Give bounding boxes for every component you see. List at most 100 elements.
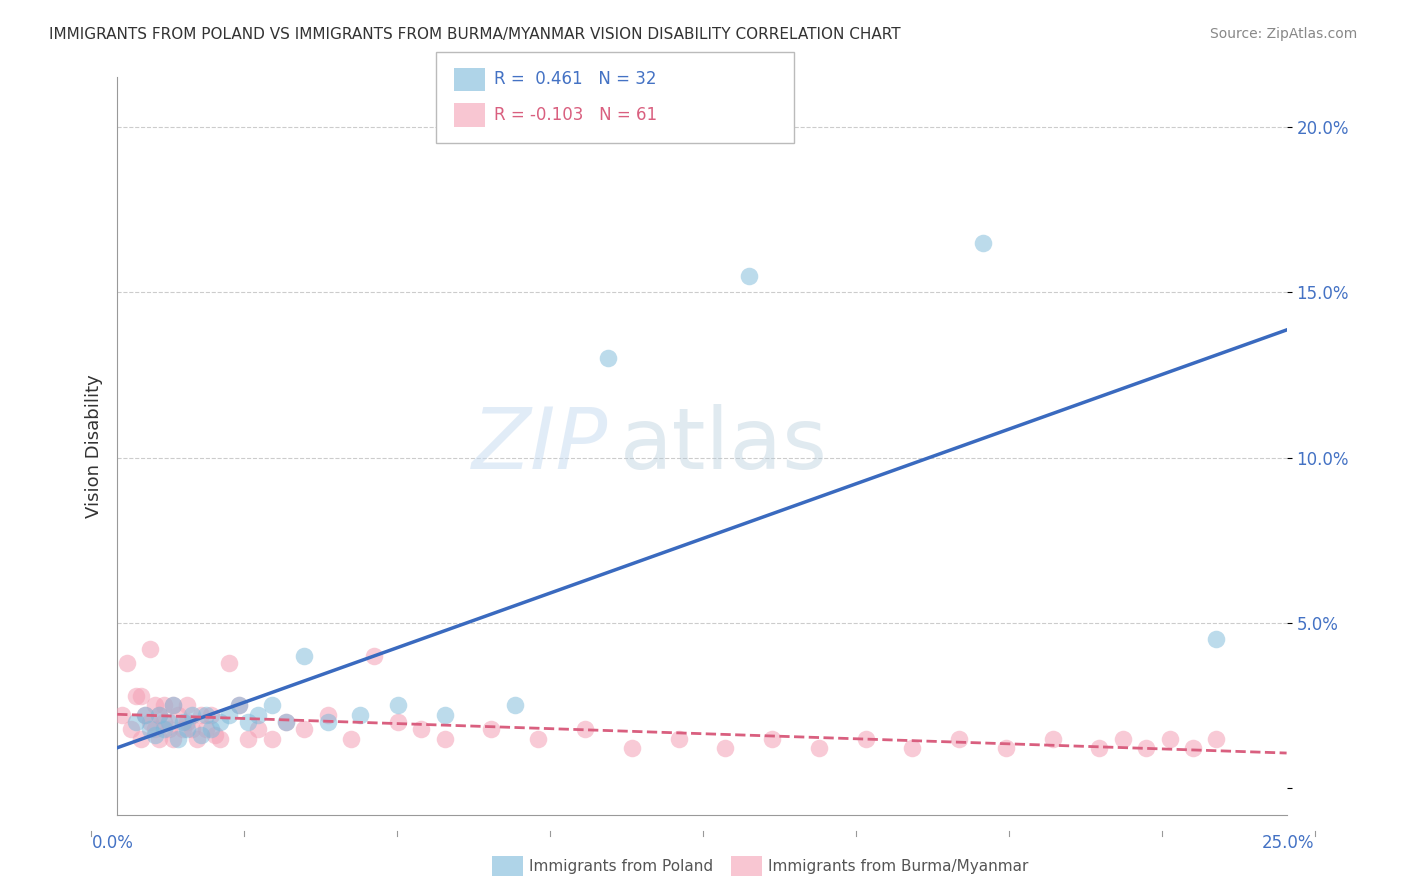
Point [172,722,194,736]
Point [209,731,232,746]
Point [153,714,176,729]
Point [176,698,198,713]
Point [148,708,170,723]
Point [218,656,240,670]
Point [209,714,232,729]
Point [148,731,170,746]
Point [668,731,690,746]
Point [143,698,166,713]
Point [125,689,148,703]
Point [238,714,260,729]
Point [1088,741,1111,756]
Point [190,728,212,742]
Point [1159,731,1181,746]
Point [148,708,170,723]
Point [292,648,315,663]
Point [162,698,184,713]
Text: ZIP: ZIP [472,404,609,488]
Point [349,708,371,723]
Point [737,268,759,283]
Text: Immigrants from Burma/Myanmar: Immigrants from Burma/Myanmar [768,859,1028,873]
Point [200,722,222,736]
Point [190,708,212,723]
Point [162,698,184,713]
Point [218,708,240,723]
Point [139,722,162,736]
Point [316,714,339,729]
Point [195,722,218,736]
Text: Immigrants from Poland: Immigrants from Poland [529,859,713,873]
Point [274,714,297,729]
Point [181,722,204,736]
Point [433,708,456,723]
Point [387,698,409,713]
Point [274,714,297,729]
Point [481,722,503,736]
Point [260,698,283,713]
Point [162,731,184,746]
Point [134,708,156,723]
Point [111,708,134,723]
Point [204,728,226,742]
Text: Source: ZipAtlas.com: Source: ZipAtlas.com [1209,27,1357,41]
Point [139,714,162,729]
Point [574,722,596,736]
Point [139,642,162,657]
Point [316,708,339,723]
Point [1205,731,1227,746]
Point [153,722,176,736]
Point [125,714,148,729]
Point [972,235,994,250]
Point [167,731,190,746]
Text: R = -0.103   N = 61: R = -0.103 N = 61 [494,106,657,124]
Point [143,728,166,742]
Point [994,741,1017,756]
Text: atlas: atlas [620,404,828,488]
Point [1112,731,1135,746]
Point [200,708,222,723]
Point [246,722,269,736]
Point [527,731,550,746]
Point [228,698,250,713]
Point [129,731,152,746]
Point [181,708,204,723]
Point [167,708,190,723]
Text: IMMIGRANTS FROM POLAND VS IMMIGRANTS FROM BURMA/MYANMAR VISION DISABILITY CORREL: IMMIGRANTS FROM POLAND VS IMMIGRANTS FRO… [49,27,901,42]
Point [120,722,142,736]
Point [387,714,409,729]
Point [228,698,250,713]
Point [433,731,456,746]
Text: 0.0%: 0.0% [91,834,134,852]
Text: R =  0.461   N = 32: R = 0.461 N = 32 [494,70,657,88]
Point [855,731,877,746]
Point [260,731,283,746]
Point [129,689,152,703]
Point [153,698,176,713]
Point [115,656,138,670]
Point [620,741,643,756]
Y-axis label: Vision Disability: Vision Disability [86,374,103,518]
Point [761,731,783,746]
Point [503,698,526,713]
Point [714,741,737,756]
Point [1042,731,1064,746]
Point [598,351,620,366]
Point [1135,741,1157,756]
Point [901,741,924,756]
Point [238,731,260,746]
Point [157,722,180,736]
Point [292,722,315,736]
Point [134,708,156,723]
Point [363,648,385,663]
Point [1205,632,1227,647]
Point [411,722,433,736]
Point [340,731,363,746]
Point [157,714,180,729]
Text: 25.0%: 25.0% [1263,834,1315,852]
Point [246,708,269,723]
Point [176,722,198,736]
Point [172,714,194,729]
Point [143,722,166,736]
Point [195,708,218,723]
Point [186,731,208,746]
